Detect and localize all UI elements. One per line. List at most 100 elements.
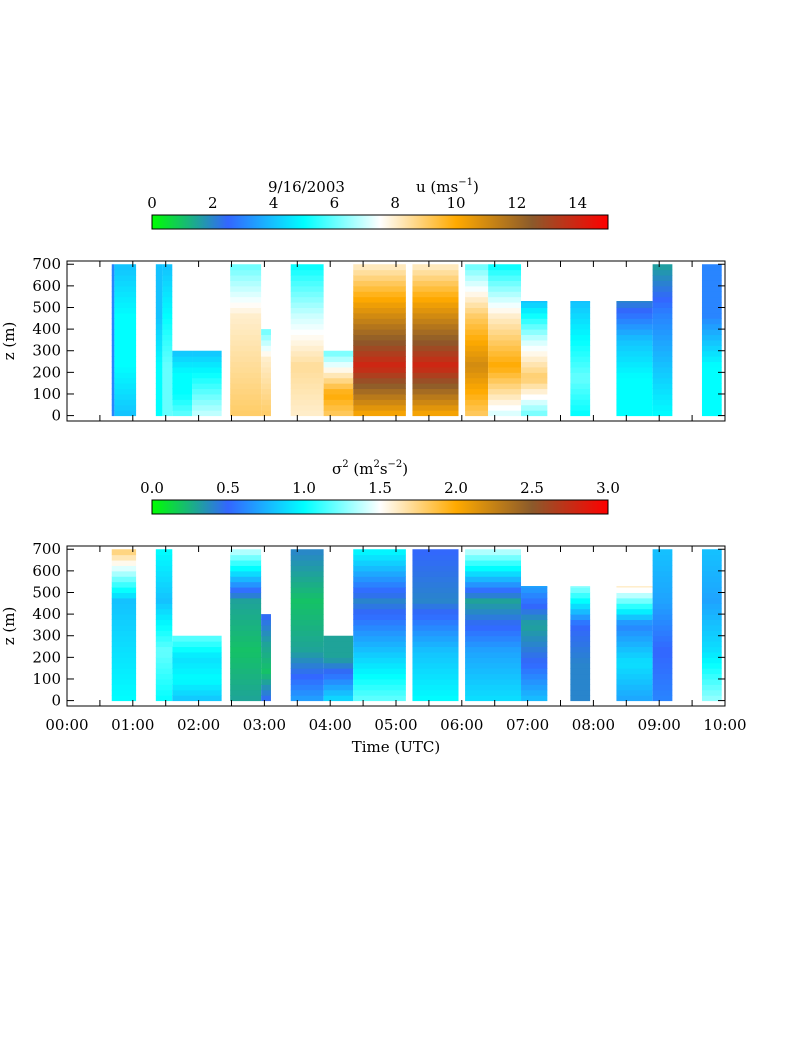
- heatmap-cell: [230, 608, 262, 615]
- x-axis-label: Time (UTC): [352, 738, 441, 756]
- heatmap-cell: [701, 366, 722, 373]
- heatmap-cell: [465, 269, 489, 276]
- heatmap-cell: [521, 689, 548, 696]
- heatmap-cell: [570, 345, 591, 352]
- heatmap-cell: [701, 285, 722, 292]
- heatmap-cell: [652, 345, 673, 352]
- heatmap-cell: [570, 388, 591, 395]
- heatmap-cell: [652, 291, 673, 298]
- heatmap-cell: [323, 657, 354, 664]
- heatmap-cell: [465, 651, 522, 658]
- heatmap-cell: [570, 366, 591, 373]
- heatmap-cell: [290, 323, 324, 330]
- heatmap-cell: [616, 678, 653, 685]
- heatmap-cell: [111, 608, 137, 615]
- heatmap-cell: [412, 695, 459, 702]
- heatmap-cell: [353, 269, 406, 276]
- heatmap-cell: [155, 646, 173, 653]
- heatmap-cell: [230, 592, 262, 599]
- heatmap-cell: [521, 372, 548, 379]
- heatmap-cell: [521, 592, 548, 599]
- heatmap-cell: [465, 372, 489, 379]
- heatmap-cell: [570, 307, 591, 314]
- heatmap-cell: [701, 603, 722, 610]
- heatmap-cell: [155, 592, 173, 599]
- heatmap-cell: [521, 678, 548, 685]
- heatmap-cell: [353, 372, 406, 379]
- heatmap-cell: [412, 608, 459, 615]
- heatmap-cell: [230, 603, 262, 610]
- heatmap-cell: [192, 377, 222, 384]
- heatmap-cell: [155, 334, 163, 341]
- heatmap-cell: [616, 372, 653, 379]
- y-tick-label: 200: [32, 363, 61, 381]
- heatmap-cell: [616, 689, 653, 696]
- heatmap-cell: [521, 307, 548, 314]
- heatmap-cell: [290, 614, 324, 621]
- heatmap-cell: [114, 404, 137, 411]
- heatmap-cell: [323, 673, 354, 680]
- heatmap-cell: [701, 662, 722, 669]
- heatmap-cell: [616, 323, 653, 330]
- heatmap-cell: [192, 372, 222, 379]
- heatmap-cell: [570, 635, 591, 642]
- heatmap-cell: [230, 646, 262, 653]
- heatmap-cell: [488, 399, 522, 406]
- heatmap-cell: [652, 695, 673, 702]
- heatmap-cell: [353, 560, 406, 566]
- heatmap-cell: [172, 372, 193, 379]
- heatmap-cell: [701, 651, 722, 658]
- heatmap-cell: [652, 323, 673, 330]
- profile-column: [111, 264, 115, 417]
- heatmap-cell: [412, 641, 459, 648]
- colorbar-tick-label: 1.0: [292, 479, 316, 497]
- heatmap-cell: [570, 684, 591, 691]
- heatmap-cell: [616, 312, 653, 319]
- heatmap-cell: [570, 592, 591, 599]
- heatmap-cell: [230, 587, 262, 593]
- y-tick-label: 700: [32, 255, 61, 273]
- heatmap-cell: [111, 576, 137, 583]
- heatmap-cell: [701, 565, 722, 572]
- heatmap-cell: [290, 280, 324, 287]
- heatmap-cell: [465, 554, 522, 561]
- heatmap-cell: [323, 684, 354, 691]
- profile-column: [488, 264, 522, 417]
- heatmap-cell: [465, 393, 489, 400]
- heatmap-cell: [353, 307, 406, 314]
- heatmap-cell: [701, 334, 722, 341]
- heatmap-cell: [114, 264, 137, 271]
- heatmap-cell: [290, 388, 324, 395]
- heatmap-cell: [230, 570, 262, 577]
- heatmap-cell: [701, 323, 722, 330]
- heatmap-cell: [652, 372, 673, 379]
- heatmap-cell: [155, 570, 173, 577]
- heatmap-cell: [353, 630, 406, 637]
- heatmap-cell: [155, 695, 173, 702]
- heatmap-cell: [353, 410, 406, 417]
- heatmap-cell: [111, 269, 115, 276]
- heatmap-cell: [521, 646, 548, 653]
- heatmap-cell: [570, 301, 591, 303]
- heatmap-cell: [353, 366, 406, 373]
- x-tick-label: 05:00: [374, 716, 417, 734]
- heatmap-cell: [616, 668, 653, 675]
- heatmap-cell: [172, 689, 222, 696]
- heatmap-cell: [652, 296, 673, 303]
- heatmap-cell: [114, 291, 137, 298]
- heatmap-cell: [616, 586, 653, 588]
- profile-column: [111, 549, 137, 702]
- heatmap-cell: [290, 329, 324, 336]
- heatmap-cell: [652, 334, 673, 341]
- heatmap-cell: [290, 624, 324, 631]
- heatmap-cell: [353, 393, 406, 400]
- heatmap-cell: [162, 366, 173, 373]
- heatmap-cell: [172, 646, 222, 653]
- heatmap-cell: [230, 565, 262, 572]
- heatmap-cell: [290, 275, 324, 281]
- heatmap-cell: [290, 603, 324, 610]
- heatmap-cell: [521, 323, 548, 330]
- heatmap-cell: [570, 608, 591, 615]
- heatmap-cell: [521, 630, 548, 637]
- heatmap-cell: [412, 399, 459, 406]
